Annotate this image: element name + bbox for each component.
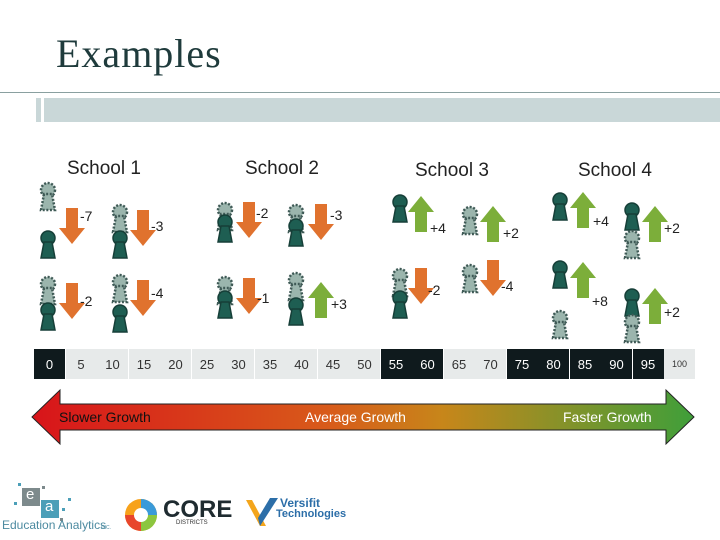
- s2-icon-c-end: [217, 290, 233, 319]
- scale-tick-20: 20: [160, 349, 191, 379]
- s4-icon-d-start: [624, 288, 640, 317]
- scale-tick-60: 60: [412, 349, 443, 379]
- school-2-delta-c: -1: [257, 290, 270, 306]
- title-accent-left: [36, 98, 41, 122]
- ea-letter-a: a: [45, 498, 54, 515]
- s4-icon-b-end: [623, 229, 641, 260]
- s2-icon-a-end: [217, 214, 233, 243]
- scale-tick-65: 65: [443, 349, 475, 379]
- scale-tick-25: 25: [191, 349, 223, 379]
- scale-tick-100: 100: [664, 349, 695, 379]
- school-1-delta-d: -4: [151, 285, 164, 301]
- s3-icon-b-start: [461, 205, 479, 236]
- core-logo-sub: DISTRICTS: [176, 520, 208, 526]
- scale-tick-5: 5: [65, 349, 97, 379]
- title-accent-right: [44, 98, 720, 122]
- s1-icon-a-end: [40, 230, 56, 259]
- school-2-delta-b: -3: [330, 207, 343, 223]
- scale-tick-10: 10: [97, 349, 128, 379]
- title-rule: [0, 92, 720, 93]
- scale-tick-80: 80: [538, 349, 569, 379]
- s4-icon-a-start: [552, 192, 568, 221]
- s1-icon-d-start: [111, 273, 129, 304]
- school-4-delta-c: +8: [592, 293, 608, 309]
- scale-tick-35: 35: [254, 349, 286, 379]
- school-3-delta-d: -4: [501, 278, 514, 294]
- core-logo-name: CORE: [163, 496, 233, 523]
- scale-tick-85: 85: [569, 349, 601, 379]
- s3-icon-d-start: [461, 263, 479, 294]
- s1-icon-b-end: [112, 230, 128, 259]
- page-title: Examples: [56, 31, 222, 76]
- school-3-title: School 3: [415, 160, 489, 181]
- scale-tick-90: 90: [601, 349, 632, 379]
- education-analytics-logo: [14, 483, 71, 521]
- s3-icon-c-end: [392, 290, 408, 319]
- s2-icon-b-end: [288, 218, 304, 247]
- s2-icon-a-start: [216, 201, 234, 232]
- versifit-line-2: Technologies: [276, 508, 347, 520]
- school-1-delta-a: -7: [80, 208, 93, 224]
- scale-tick-95: 95: [632, 349, 664, 379]
- s1-icon-c-end: [40, 302, 56, 331]
- scale-tick-75: 75: [506, 349, 538, 379]
- s2-icon-c-start: [216, 275, 234, 306]
- school-3-delta-a: +4: [430, 220, 446, 236]
- average-growth-label: Average Growth: [305, 409, 406, 425]
- scale-tick-30: 30: [223, 349, 254, 379]
- school-2-title: School 2: [245, 158, 319, 179]
- s1-icon-c-start: [39, 275, 57, 306]
- scale-tick-50: 50: [349, 349, 380, 379]
- scale-tick-45: 45: [317, 349, 349, 379]
- school-1-delta-b: -3: [151, 218, 164, 234]
- s2-icon-b-start: [287, 203, 305, 234]
- scale-tick-70: 70: [475, 349, 506, 379]
- school-4-title: School 4: [578, 160, 652, 181]
- versifit-line-1: Versifit: [280, 496, 321, 510]
- s1-icon-d-end: [112, 304, 128, 333]
- ea-company-name: Education Analytics: [2, 518, 107, 532]
- s4-icon-c-end: [551, 309, 569, 340]
- scale-tick-0: 0: [34, 349, 65, 379]
- scale-tick-55: 55: [380, 349, 412, 379]
- s4-icon-d-end: [623, 313, 641, 344]
- scale-tick-40: 40: [286, 349, 317, 379]
- s1-icon-b-start: [111, 203, 129, 234]
- ea-company-suffix: INC.: [101, 525, 111, 531]
- s4-icon-b-start: [624, 202, 640, 231]
- s2-icon-d-end: [288, 297, 304, 326]
- growth-arrow: [31, 388, 695, 446]
- s3-icon-c-start: [391, 267, 409, 298]
- school-2-delta-a: -2: [256, 205, 269, 221]
- school-1-delta-c: -2: [80, 293, 93, 309]
- school-3-delta-c: -2: [428, 282, 441, 298]
- s2-icon-d-start: [287, 271, 305, 302]
- s1-icon-a-start: [39, 181, 57, 212]
- school-2-delta-d: +3: [331, 296, 347, 312]
- s3-icon-a-start: [392, 194, 408, 223]
- ea-letter-e: e: [26, 486, 35, 503]
- s4-icon-c-start: [552, 260, 568, 289]
- school-4-delta-b: +2: [664, 220, 680, 236]
- slower-growth-label: Slower Growth: [59, 409, 151, 425]
- school-3-delta-b: +2: [503, 225, 519, 241]
- core-districts-logo: [125, 499, 157, 531]
- school-1-title: School 1: [67, 158, 141, 179]
- faster-growth-label: Faster Growth: [563, 409, 652, 425]
- school-4-delta-d: +2: [664, 304, 680, 320]
- versifit-logo: [246, 498, 278, 526]
- scale-tick-15: 15: [128, 349, 160, 379]
- school-4-delta-a: +4: [593, 213, 609, 229]
